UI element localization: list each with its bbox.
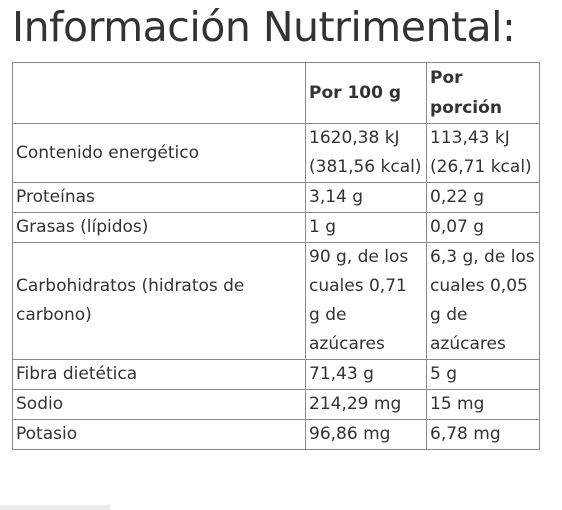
value-per-serving: 0,07 g	[426, 212, 540, 243]
value-per-100g: 96,86 mg	[305, 419, 427, 450]
table-row: Contenido energético 1620,38 kJ (381,56 …	[12, 123, 540, 183]
value-per-100g: 71,43 g	[305, 359, 427, 390]
nutrient-label: Contenido energético	[12, 123, 306, 183]
table-row: Potasio 96,86 mg 6,78 mg	[12, 419, 540, 450]
horizontal-scrollbar[interactable]	[0, 505, 110, 510]
nutrient-label: Proteínas	[12, 182, 306, 213]
nutrient-label: Grasas (lípidos)	[12, 212, 306, 243]
table-row: Sodio 214,29 mg 15 mg	[12, 389, 540, 420]
table-row: Fibra dietética 71,43 g 5 g	[12, 359, 540, 390]
value-per-serving: 113,43 kJ (26,71 kcal)	[426, 123, 540, 183]
value-per-serving: 0,22 g	[426, 182, 540, 213]
value-per-100g: 214,29 mg	[305, 389, 427, 420]
value-per-100g: 3,14 g	[305, 182, 427, 213]
header-per-serving: Por porción	[426, 62, 540, 124]
value-per-serving: 5 g	[426, 359, 540, 390]
nutrition-table: Por 100 g Por porción Contenido energéti…	[12, 62, 540, 450]
value-per-serving: 6,78 mg	[426, 419, 540, 450]
table-row: Proteínas 3,14 g 0,22 g	[12, 182, 540, 213]
table-header-row: Por 100 g Por porción	[12, 62, 540, 124]
value-per-serving: 6,3 g, de los cuales 0,05 g de azúcares	[426, 242, 540, 360]
table-row: Grasas (lípidos) 1 g 0,07 g	[12, 212, 540, 243]
page-title: Información Nutrimental:	[12, 3, 516, 51]
value-per-serving: 15 mg	[426, 389, 540, 420]
header-per-100g: Por 100 g	[305, 62, 427, 124]
nutrient-label: Potasio	[12, 419, 306, 450]
value-per-100g: 1620,38 kJ (381,56 kcal)	[305, 123, 427, 183]
table-row: Carbohidratos (hidratos de carbono) 90 g…	[12, 242, 540, 360]
value-per-100g: 1 g	[305, 212, 427, 243]
nutrient-label: Carbohidratos (hidratos de carbono)	[12, 242, 306, 360]
nutrient-label: Sodio	[12, 389, 306, 420]
value-per-100g: 90 g, de los cuales 0,71 g de azúcares	[305, 242, 427, 360]
nutrient-label: Fibra dietética	[12, 359, 306, 390]
header-nutrient	[12, 62, 306, 124]
